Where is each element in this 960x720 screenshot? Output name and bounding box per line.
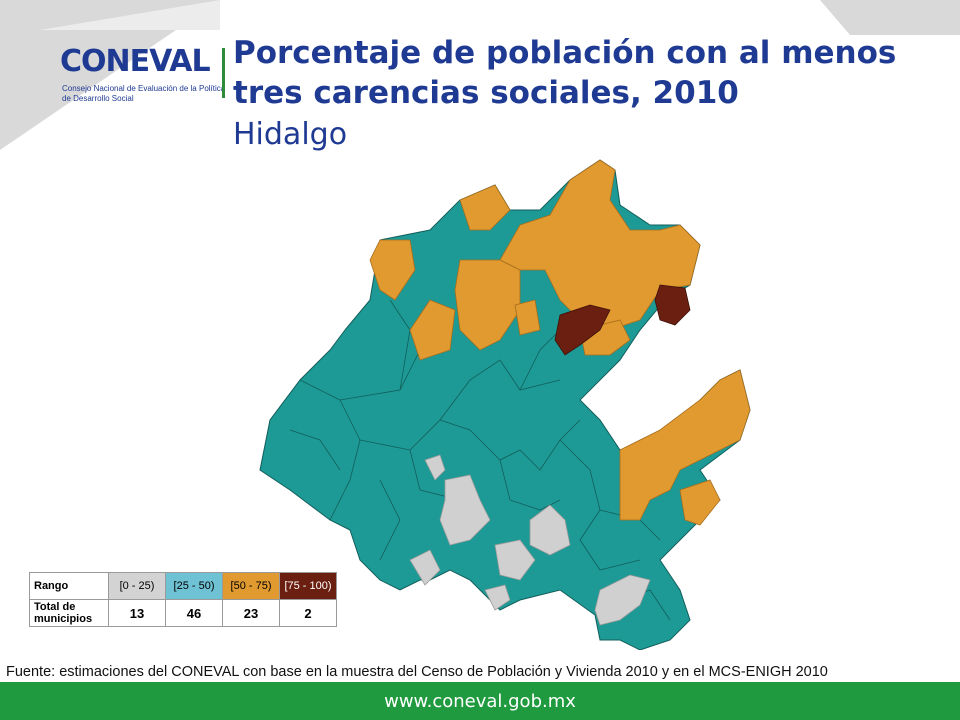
- source-note: Fuente: estimaciones del CONEVAL con bas…: [6, 664, 828, 680]
- legend-total-label-line1: Total de: [34, 601, 76, 613]
- legend-count-2: 23: [222, 599, 280, 627]
- orange-region-northcentral: [499, 159, 701, 331]
- gray-region-3: [529, 504, 571, 556]
- orange-region-north: [459, 184, 511, 231]
- corner-decoration-right: [820, 0, 960, 35]
- logo-wordmark: CONEVAL: [60, 44, 211, 79]
- orange-region-west: [454, 259, 521, 351]
- legend-total-label-line2: municipios: [34, 613, 93, 625]
- legend-range-2: [50 - 75): [222, 572, 280, 600]
- gray-region-1: [424, 454, 446, 481]
- legend-total-label: Total de municipios: [29, 599, 109, 627]
- legend-count-row: Total de municipios 13 46 23 2: [29, 599, 337, 627]
- logo-subtitle: Consejo Nacional de Evaluación de la Pol…: [62, 84, 226, 103]
- legend-range-0: [0 - 25): [108, 572, 166, 600]
- title-divider: [222, 48, 225, 98]
- title-line-1: Porcentaje de población con al menos: [233, 35, 897, 71]
- gray-region-2: [439, 474, 491, 546]
- gray-region-7: [594, 574, 651, 626]
- corner-decoration-left: [0, 0, 220, 150]
- maroon-region-center: [554, 304, 611, 356]
- legend-count-0: 13: [108, 599, 166, 627]
- orange-region-west2: [409, 299, 456, 361]
- footer-url-link[interactable]: www.coneval.gob.mx: [384, 691, 576, 712]
- orange-region-northwest: [369, 239, 416, 301]
- orange-region-east: [619, 369, 751, 521]
- legend-range-row: Rango [0 - 25) [25 - 50) [50 - 75) [75 -…: [29, 572, 337, 600]
- legend-count-1: 46: [165, 599, 223, 627]
- map-regions-maroon: [554, 284, 691, 356]
- legend-count-3: 2: [279, 599, 337, 627]
- coneval-logo: CONEVAL Consejo Nacional de Evaluación d…: [38, 30, 228, 120]
- legend-table: Rango [0 - 25) [25 - 50) [50 - 75) [75 -…: [29, 572, 337, 627]
- gray-region-4: [494, 539, 536, 581]
- state-subtitle: Hidalgo: [233, 117, 348, 152]
- page-title: Porcentaje de población con al menos tre…: [233, 33, 953, 113]
- maroon-region-east: [654, 284, 691, 326]
- map-regions-gray: [409, 454, 651, 626]
- orange-region-center-small: [514, 299, 541, 336]
- orange-region-southeast: [679, 479, 721, 526]
- legend-range-label: Rango: [29, 572, 109, 600]
- map-regions-orange: [369, 159, 751, 526]
- legend-range-3: [75 - 100): [279, 572, 337, 600]
- gray-region-5: [409, 549, 441, 586]
- hidalgo-municipalities-map: [259, 159, 751, 650]
- footer-bar: www.coneval.gob.mx: [0, 682, 960, 720]
- legend-range-1: [25 - 50): [165, 572, 223, 600]
- gray-region-6: [484, 584, 511, 611]
- title-line-2: tres carencias sociales, 2010: [233, 75, 739, 111]
